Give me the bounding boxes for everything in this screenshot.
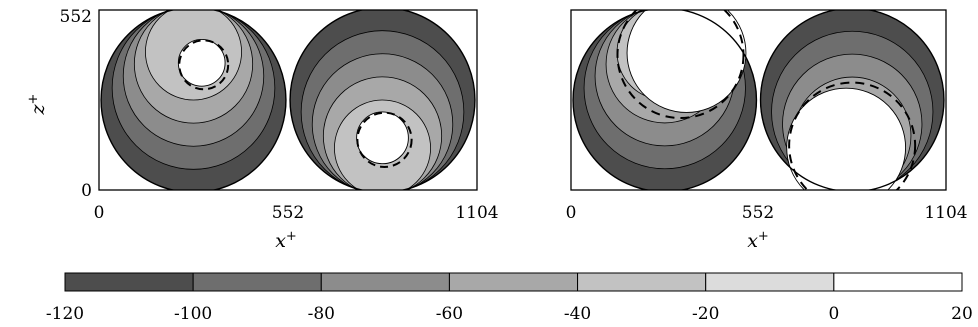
left-ylabel: z+ [26, 94, 49, 116]
vortex-outline-p0-v0 [100, 10, 287, 190]
colorbar: -120 -100 -80 -60 -40 -20 0 20 [46, 272, 973, 324]
colorbar-segment-6 [833, 272, 963, 292]
left-panel: 552 0 z+ 0 552 1104 x+ [26, 7, 499, 252]
left-xtick-552: 552 [272, 203, 304, 223]
colorbar-tick-0: -120 [46, 304, 84, 324]
left-xlabel: x+ [275, 229, 297, 252]
right-xtick-552: 552 [742, 203, 774, 223]
colorbar-tick-4: -40 [564, 304, 591, 324]
left-ytick-0: 0 [81, 181, 92, 201]
vortex-core-p0-v0 [177, 39, 226, 87]
colorbar-tick-3: -60 [436, 304, 463, 324]
svg-text:z+: z+ [26, 94, 49, 116]
dashed-line-p1-v0 [616, 10, 745, 120]
right-xtick-1104: 1104 [924, 203, 967, 223]
right-plot-frame [570, 9, 947, 191]
colorbar-segment-3 [448, 272, 579, 292]
colorbar-tick-5: -20 [692, 304, 719, 324]
colorbar-segment-5 [705, 272, 835, 292]
left-plot-frame [98, 9, 478, 191]
colorbar-segment-0 [64, 272, 194, 292]
left-xtick-0: 0 [94, 203, 105, 223]
left-ytick-552: 552 [60, 7, 92, 27]
colorbar-tick-2: -80 [308, 304, 335, 324]
vortex-core-p0-v1 [356, 111, 409, 165]
right-xtick-0: 0 [566, 203, 577, 223]
left-contour-plot [100, 10, 476, 190]
colorbar-segment-2 [320, 272, 450, 292]
dashed-line-p1-v1 [788, 81, 917, 190]
vortex-outline-p1-v1 [759, 10, 945, 190]
colorbar-segment-4 [577, 272, 707, 292]
colorbar-segment-1 [192, 272, 322, 292]
vortex-core-p1-v1 [786, 87, 907, 190]
right-xlabel: x+ [747, 229, 769, 252]
vortex-outline-p0-v1 [289, 10, 476, 190]
colorbar-tick-6: 0 [828, 304, 839, 324]
colorbar-tick-1: -100 [174, 304, 212, 324]
right-panel: 0 552 1104 x+ [566, 9, 968, 252]
dashed-line-p0-v0 [178, 39, 230, 91]
left-xtick-1104: 1104 [455, 203, 498, 223]
vortex-core-p1-v0 [626, 10, 747, 113]
left-ylabel-text: z [27, 103, 49, 115]
dashed-line-p0-v1 [356, 111, 413, 168]
right-contour-plot [572, 10, 945, 190]
vortex-outline-p1-v0 [572, 10, 758, 190]
left-ylabel-sup: + [26, 94, 41, 105]
colorbar-tick-7: 20 [951, 304, 973, 324]
